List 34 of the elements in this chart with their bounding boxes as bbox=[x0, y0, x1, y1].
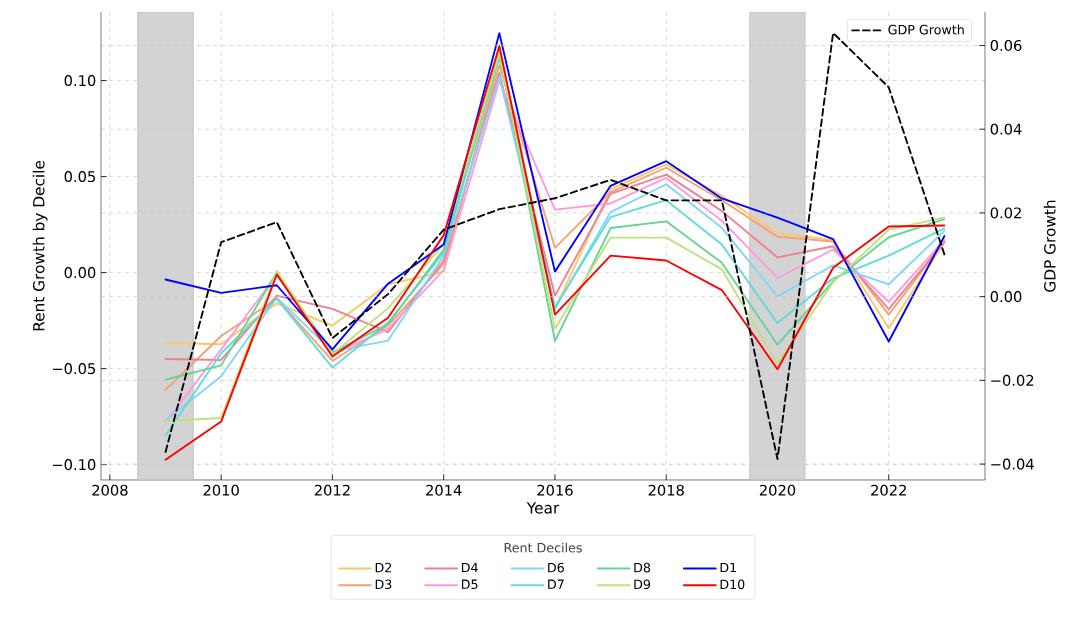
x-tick-label: 2020 bbox=[759, 484, 796, 496]
x-tick-label: 2018 bbox=[648, 484, 684, 496]
legend-label: D10 bbox=[720, 579, 745, 590]
legend-title: Rent Deciles bbox=[504, 542, 582, 553]
legend-label: D2 bbox=[375, 562, 392, 573]
legend-label: D4 bbox=[461, 562, 478, 573]
x-tick-label: 2022 bbox=[871, 484, 906, 496]
legend-label: D9 bbox=[634, 579, 651, 590]
y2-tick-label: 0.04 bbox=[990, 123, 1022, 135]
legend-label: GDP Growth bbox=[888, 24, 964, 35]
legend-label: D1 bbox=[720, 562, 737, 573]
y2-tick-label: −0.02 bbox=[991, 374, 1034, 386]
x-tick-label: 2012 bbox=[314, 484, 350, 496]
y2-axis-title: GDP Growth bbox=[1043, 200, 1056, 292]
x-tick-label: 2014 bbox=[426, 484, 462, 496]
y2-tick-label: 0.06 bbox=[990, 39, 1022, 52]
x-axis-title: Year bbox=[526, 502, 560, 514]
x-tick-label: 2010 bbox=[203, 484, 239, 496]
legend-label: D8 bbox=[634, 562, 651, 573]
x-tick-label: 2008 bbox=[92, 484, 128, 496]
y-tick-label: 0.00 bbox=[64, 267, 96, 279]
y-tick-label: 0.05 bbox=[64, 171, 96, 183]
y-tick-label: −0.10 bbox=[52, 459, 96, 471]
legend-label: D3 bbox=[375, 579, 392, 590]
legend-label: D6 bbox=[548, 562, 564, 573]
y2-tick-label: −0.04 bbox=[991, 458, 1034, 470]
y2-tick-label: 0.02 bbox=[990, 207, 1021, 219]
y2-tick-label: 0.00 bbox=[990, 291, 1022, 303]
legend-label: D5 bbox=[461, 579, 478, 590]
legend-label: D7 bbox=[548, 579, 564, 589]
y-tick-label: −0.05 bbox=[52, 363, 96, 375]
x-tick-label: 2016 bbox=[537, 484, 573, 496]
y-tick-label: 0.10 bbox=[64, 75, 96, 87]
y-axis-title: Rent Growth by Decile bbox=[32, 160, 48, 331]
